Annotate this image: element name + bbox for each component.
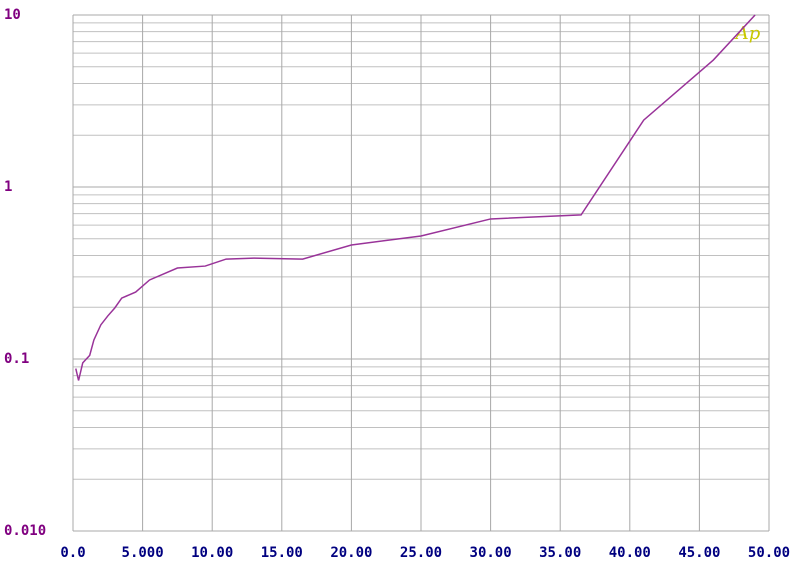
x-tick-label: 45.00 xyxy=(678,545,720,561)
x-tick-label: 40.00 xyxy=(609,545,651,561)
logo: Ap xyxy=(734,23,761,44)
x-tick-label: 5.000 xyxy=(122,545,164,561)
x-tick-label: 25.00 xyxy=(400,545,442,561)
x-tick-label: 15.00 xyxy=(261,545,303,561)
y-tick-label: 10 xyxy=(4,7,21,23)
x-tick-label: 35.00 xyxy=(539,545,581,561)
x-tick-label: 20.00 xyxy=(330,545,372,561)
y-tick-label: 1 xyxy=(4,179,12,195)
x-tick-label: 30.00 xyxy=(470,545,512,561)
x-tick-label: 50.00 xyxy=(748,545,790,561)
x-tick-label: 10.00 xyxy=(191,545,233,561)
y-tick-label: 0.1 xyxy=(4,351,29,367)
x-tick-label: 0.0 xyxy=(60,545,85,561)
grid xyxy=(72,14,770,532)
y-tick-label: 0.010 xyxy=(4,523,46,539)
data-line xyxy=(75,14,756,381)
